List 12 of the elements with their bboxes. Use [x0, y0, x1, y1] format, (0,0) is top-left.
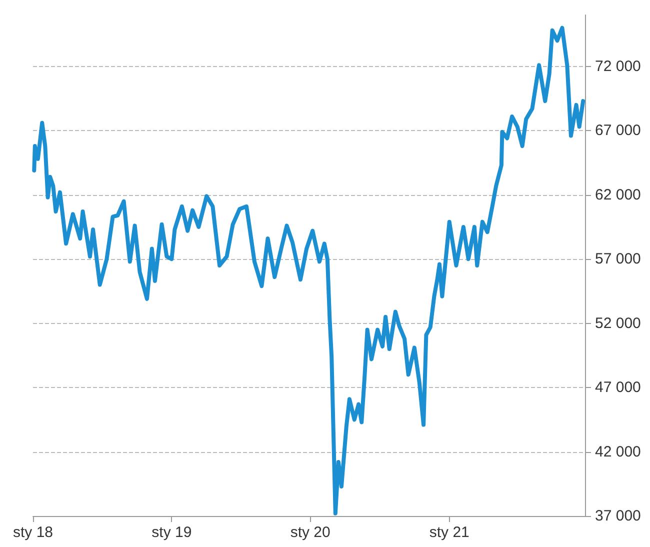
y-tick-label: 62 000	[595, 186, 641, 204]
y-tick-label: 37 000	[595, 508, 641, 524]
y-tick-label: 52 000	[595, 314, 641, 332]
x-tick-label: sty 19	[152, 524, 192, 541]
x-tick-label: sty 21	[429, 524, 470, 541]
y-tick-label: 72 000	[595, 58, 641, 75]
y-tick-label: 57 000	[595, 250, 641, 268]
x-tick-label: sty 20	[290, 524, 330, 541]
y-tick-label: 67 000	[595, 122, 641, 140]
x-tick-label: sty 18	[12, 524, 54, 541]
y-tick-label: 42 000	[595, 443, 641, 460]
y-tick-label: 47 000	[595, 379, 641, 396]
